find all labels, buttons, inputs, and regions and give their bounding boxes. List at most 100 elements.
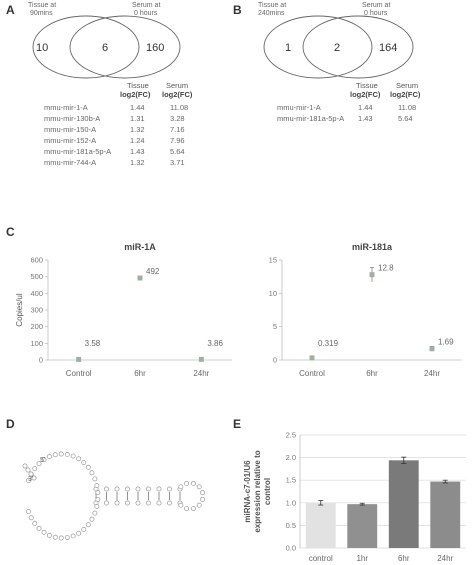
- nucleotide: [28, 515, 34, 521]
- data-point: [198, 356, 204, 362]
- panel-a-right-circle: [69, 15, 181, 79]
- nucleotide: [114, 500, 120, 506]
- panel-b-col1-subheader: log2(FC): [350, 90, 381, 99]
- table-cell-tissue: 1.43: [130, 147, 145, 156]
- data-label: 1.69: [438, 338, 454, 347]
- x-tick-label: 24hr: [193, 369, 209, 378]
- nucleotide: [41, 457, 47, 463]
- nucleotide: [94, 483, 100, 489]
- y-axis-title: miRNA-c7-01/U6: [243, 460, 252, 523]
- panel-b-right-set-label: Serum at: [362, 2, 390, 9]
- nucleotide: [41, 529, 47, 535]
- hairpin-structure-diagram: [22, 451, 206, 541]
- table-row-name: mmu-mir-152-A: [44, 136, 96, 145]
- y-axis-title: expression relative to: [253, 450, 262, 532]
- nucleotide: [146, 486, 151, 492]
- y-tick-label: 100: [30, 339, 43, 348]
- y-tick-label: 2.5: [286, 431, 296, 440]
- table-cell-serum: 11.08: [170, 103, 188, 112]
- table-cell-tissue: 1.31: [130, 114, 145, 123]
- nucleotide: [85, 464, 91, 470]
- panel-a-right-set-label: Serum at: [132, 2, 160, 9]
- panel-a-left-circle: [32, 15, 140, 79]
- table-cell-tissue: 1.32: [130, 158, 145, 167]
- nucleotide: [58, 535, 64, 541]
- panel-b-col1-header: Tissue: [356, 81, 378, 90]
- nucleotide: [146, 500, 151, 506]
- data-label: 0.319: [318, 339, 339, 348]
- data-point: [369, 272, 375, 278]
- panel-d-letter: D: [6, 417, 15, 431]
- nucleotide: [89, 470, 95, 476]
- nucleotide: [104, 486, 109, 492]
- hairpin-3prime-label: 3': [28, 476, 33, 483]
- panel-a-col2-header: Serum: [166, 81, 188, 90]
- nucleotide: [190, 480, 196, 486]
- y-tick-label: 1.0: [286, 498, 296, 507]
- panel-a-left-only-count: 10: [36, 42, 48, 54]
- nucleotide: [26, 509, 31, 514]
- nucleotide: [52, 534, 58, 540]
- nucleotide: [114, 486, 120, 492]
- data-point: [429, 346, 435, 352]
- x-tick-label: 6hr: [134, 369, 146, 378]
- table-cell-tissue: 1.44: [130, 103, 145, 112]
- hairpin-5prime-label: 5': [40, 457, 45, 464]
- data-label: 12.8: [378, 264, 394, 273]
- x-tick-label: 6hr: [398, 554, 410, 563]
- x-tick-label: Control: [66, 369, 92, 378]
- nucleotide: [94, 503, 100, 509]
- panel-a-table: mmu-mir-1-A 1.44 11.08 mmu-mir-130b-A 1.31 3.…: [44, 103, 188, 167]
- x-tick-label: 6hr: [366, 369, 378, 378]
- nucleotide: [85, 522, 91, 528]
- panel-b-left-circle: [263, 15, 373, 79]
- panel-b-right-only-count: 164: [379, 42, 397, 54]
- table-cell-tissue: 1.43: [358, 114, 373, 123]
- nucleotide: [32, 520, 38, 526]
- y-tick-label: 0.0: [286, 544, 296, 553]
- table-row-name: mmu-mir-181a-5p-A: [277, 114, 344, 123]
- bar: [388, 460, 419, 548]
- x-tick-label: 24hr: [437, 554, 453, 563]
- chart-mir-181a: miR-181a 0 5 10 15 0.319 Control 12.8 6hr 1.69 24h…: [269, 242, 462, 378]
- y-tick-label: 2.0: [286, 453, 296, 462]
- panel-b-col2-subheader: log2(FC): [390, 90, 421, 99]
- nucleotide: [196, 502, 202, 508]
- table-cell-serum: 7.96: [170, 136, 185, 145]
- bar: [305, 502, 336, 548]
- table-cell-tissue: 1.24: [130, 136, 145, 145]
- y-tick-label: 0: [39, 356, 43, 365]
- panel-a-col1-header: Tissue: [127, 81, 149, 90]
- panel-a-overlap-count: 6: [102, 42, 108, 54]
- panel-a-col1-subheader: log2(FC): [120, 90, 151, 99]
- nucleotide: [156, 500, 162, 506]
- nucleotide: [190, 506, 196, 512]
- nucleotide: [200, 496, 206, 502]
- nucleotide: [64, 535, 70, 540]
- table-cell-serum: 5.64: [170, 147, 185, 156]
- nucleotide: [184, 506, 190, 512]
- panel-a-right-only-count: 160: [146, 42, 164, 54]
- x-tick-label: Control: [299, 369, 325, 378]
- panel-a-left-set-sublabel: 90mins: [30, 10, 53, 17]
- panel-b-letter: B: [233, 3, 242, 17]
- panel-b-col2-header: Serum: [396, 81, 418, 90]
- nucleotide: [36, 461, 42, 467]
- nucleotide: [25, 467, 31, 473]
- bar: [430, 481, 461, 548]
- nucleotide: [125, 486, 130, 492]
- panel-b-left-only-count: 1: [285, 42, 291, 54]
- panel-b-right-set-sublabel: 0 hours: [364, 10, 388, 17]
- y-tick-label: 10: [269, 289, 277, 298]
- panel-c-letter: C: [6, 225, 15, 239]
- nucleotide: [70, 533, 76, 539]
- nucleotide: [70, 453, 76, 459]
- panel-b-overlap-count: 2: [334, 42, 340, 54]
- table-row-name: mmu-mir-181a-5p-A: [44, 147, 111, 156]
- table-row-name: mmu-mir-1-A: [44, 103, 88, 112]
- nucleotide: [135, 486, 141, 492]
- y-tick-label: 15: [269, 256, 277, 265]
- panel-a-letter: A: [6, 3, 15, 17]
- x-tick-label: 24hr: [424, 369, 440, 378]
